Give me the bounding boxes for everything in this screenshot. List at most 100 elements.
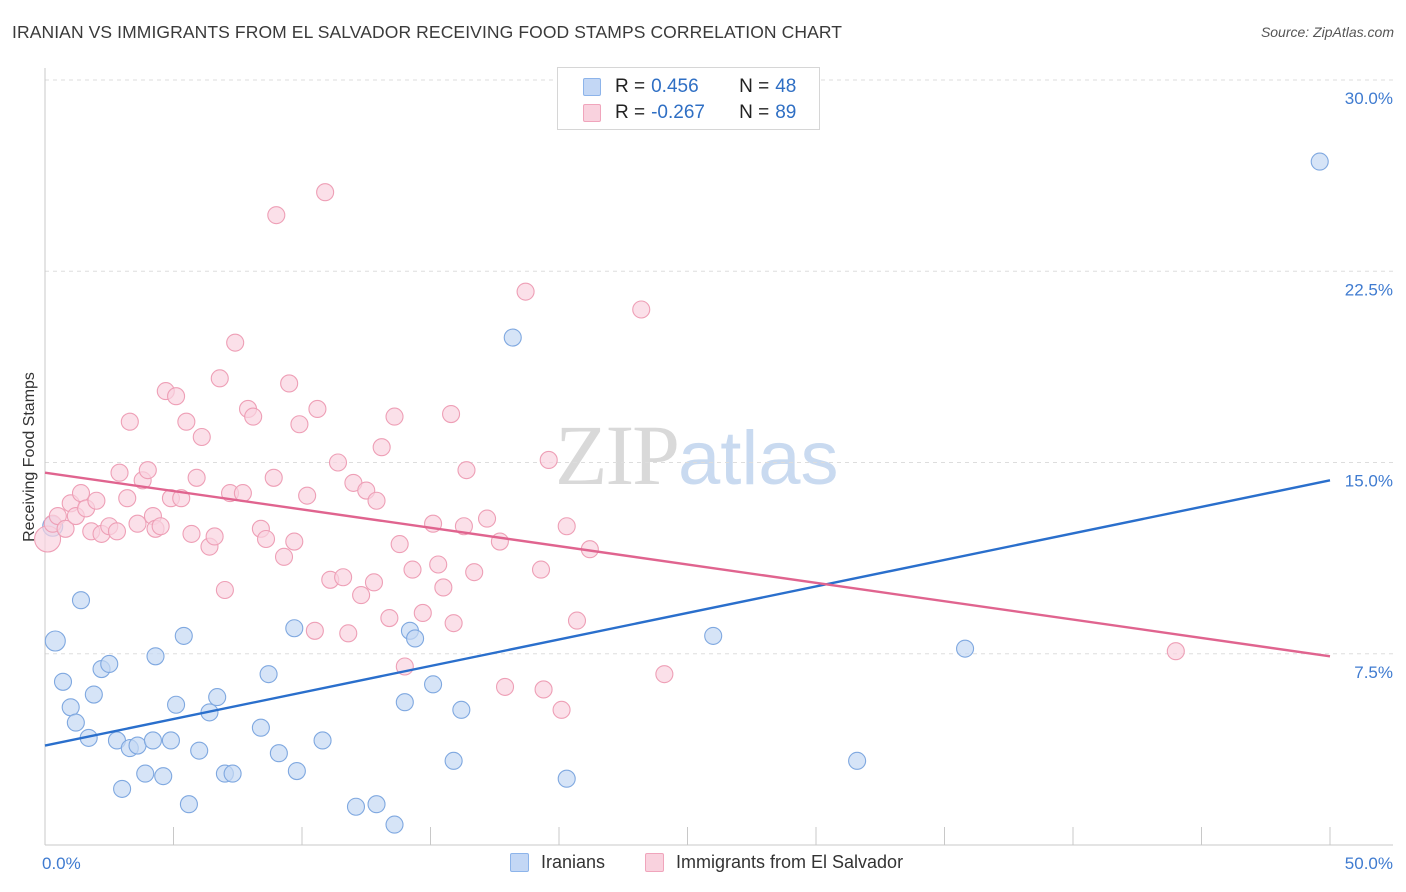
iranians-point [444, 751, 463, 770]
iranians-point [84, 685, 103, 704]
iranians-point [503, 328, 522, 347]
iranians-legend-swatch [510, 853, 529, 872]
el-salvador-point [495, 677, 515, 696]
iranians-point [174, 626, 193, 645]
el-salvador-point [192, 427, 211, 447]
stats-row-el-salvador: R = -0.267 N = 89 [583, 101, 796, 125]
el-salvador-point [226, 333, 245, 352]
el-salvador-point [267, 206, 286, 225]
el-salvador-point [372, 438, 391, 457]
el-salvador-point [244, 407, 263, 426]
iranians-point [136, 764, 155, 783]
iranians-point [61, 698, 80, 717]
source-label: Source: ZipAtlas.com [1260, 24, 1394, 40]
legend-item-el-salvador[interactable]: Immigrants from El Salvador [645, 852, 903, 873]
iranians-point [113, 779, 132, 798]
y-tick-label: 22.5% [1345, 280, 1393, 299]
el-salvador-point [264, 468, 283, 487]
iranians-point [395, 693, 414, 712]
iranians-point [259, 665, 278, 684]
el-salvador-point [316, 183, 335, 202]
n-value: 48 [775, 76, 797, 97]
iranians-point [143, 731, 162, 750]
stats-row-iranians: R = 0.456 N = 48 [583, 75, 796, 99]
iranians-points [42, 152, 1329, 834]
iranians-point [452, 700, 471, 719]
el-salvador-point [444, 614, 463, 633]
el-salvador-point [390, 535, 409, 554]
el-salvador-point [182, 524, 201, 543]
watermark-zip: ZIP [555, 407, 680, 503]
iranians-point [154, 767, 173, 786]
el-salvador-point [567, 611, 587, 630]
iranians-point [313, 731, 332, 750]
iranians-point [223, 764, 242, 783]
el-salvador-point [380, 608, 399, 628]
trend-lines [44, 471, 1331, 747]
el-salvador-swatch [583, 104, 601, 122]
el-salvador-point [205, 527, 224, 546]
el-salvador-point [274, 547, 294, 566]
iranians-point [424, 675, 443, 694]
iranians-point [346, 797, 366, 816]
el-salvador-point [56, 519, 75, 538]
el-salvador-point [138, 461, 157, 480]
el-salvador-point [552, 700, 571, 719]
el-salvador-point [367, 491, 386, 510]
el-salvador-point [352, 586, 371, 605]
iranians-point [251, 718, 270, 737]
iranians-point [167, 695, 186, 714]
el-salvador-point [128, 514, 147, 533]
legend-label-el-salvador: Immigrants from El Salvador [676, 852, 904, 872]
el-salvador-point [210, 369, 229, 388]
el-salvador-trend-line [44, 471, 1331, 658]
iranians-point [53, 672, 73, 691]
axes [44, 68, 1393, 846]
el-salvador-point [334, 568, 353, 587]
el-salvador-point [298, 486, 317, 505]
el-salvador-point [465, 563, 484, 582]
r-value: 0.456 [651, 76, 699, 97]
el-salvador-point [87, 491, 106, 510]
el-salvador-point [120, 412, 139, 431]
el-salvador-point [305, 621, 324, 640]
iranians-point [100, 654, 119, 674]
n-value: 89 [775, 102, 797, 123]
legend-item-iranians[interactable]: Iranians [510, 852, 605, 873]
y-tick-label: 15.0% [1345, 472, 1393, 491]
el-salvador-point [531, 560, 551, 579]
watermark: ZIPatlas [555, 405, 839, 505]
watermark-atlas: atlas [678, 416, 839, 501]
r-value: -0.267 [651, 102, 705, 123]
iranians-point [1310, 152, 1329, 171]
iranians-point [161, 731, 180, 750]
el-salvador-point [364, 573, 384, 592]
el-salvador-point [151, 517, 170, 536]
iranians-point [128, 736, 147, 755]
iranians-point [208, 688, 227, 707]
el-salvador-point [339, 624, 358, 643]
iranians-point [179, 795, 198, 814]
el-salvador-point [1166, 642, 1185, 661]
iranians-point [367, 795, 386, 814]
series-legend: Iranians Immigrants from El Salvador [0, 852, 1406, 876]
el-salvador-point [385, 407, 404, 426]
n-label: N = [739, 102, 770, 123]
el-salvador-point [215, 580, 234, 600]
x-tick-label-min: 0.0% [42, 854, 81, 873]
el-salvador-point [167, 387, 186, 406]
iranians-point [704, 626, 723, 645]
n-label: N = [739, 76, 770, 97]
el-salvador-point [429, 555, 448, 574]
iranians-swatch [583, 78, 601, 96]
el-salvador-point [71, 484, 91, 503]
el-salvador-point [403, 560, 422, 579]
iranians-point [190, 741, 209, 760]
iranians-point [385, 815, 404, 834]
el-salvador-point [290, 415, 309, 434]
r-label: R = [615, 76, 646, 97]
el-salvador-point [457, 461, 476, 480]
el-salvador-point [434, 578, 453, 597]
iranians-trend-line [44, 479, 1331, 747]
el-salvador-legend-swatch [645, 853, 664, 872]
